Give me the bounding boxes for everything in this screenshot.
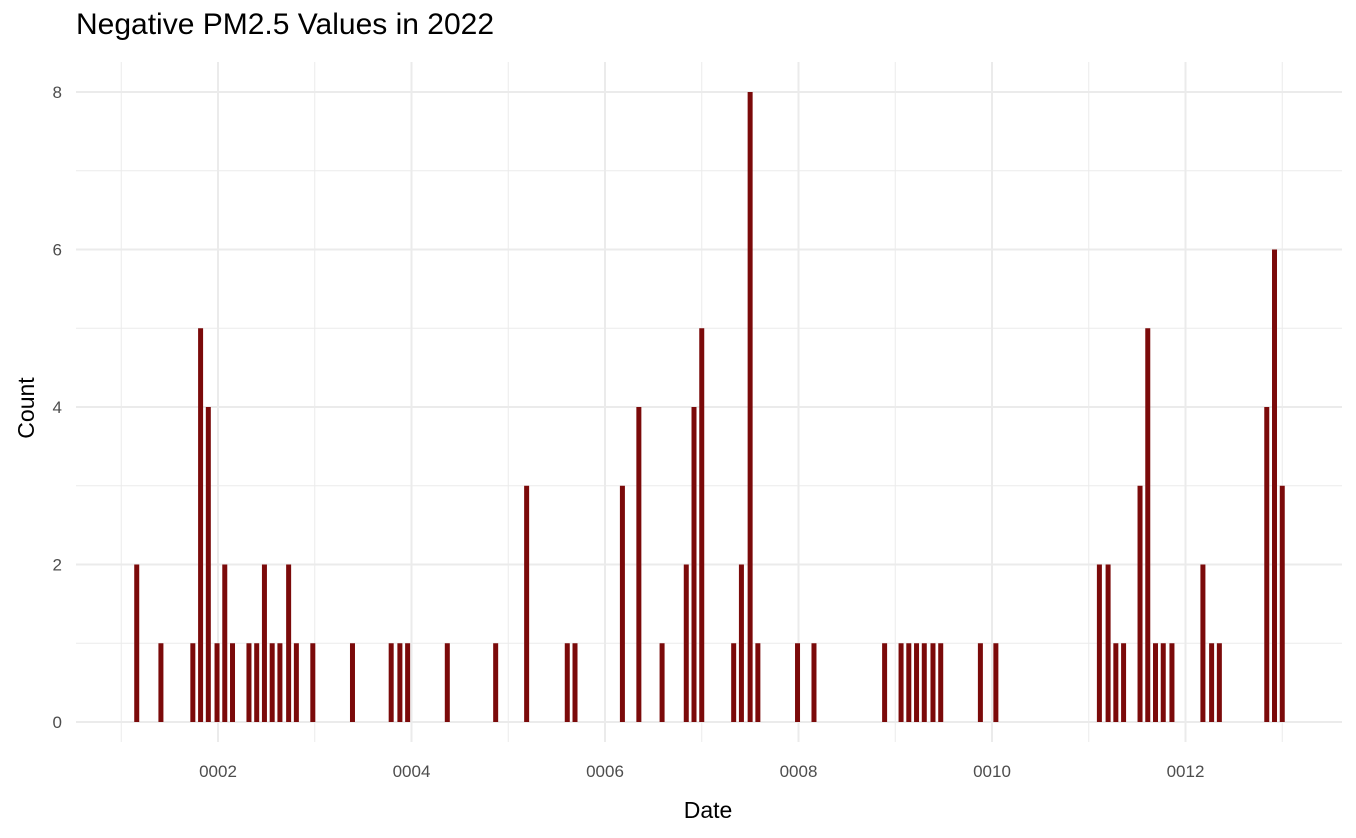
bar bbox=[493, 643, 499, 722]
bar bbox=[1272, 249, 1278, 722]
bar bbox=[261, 564, 267, 722]
bar bbox=[1216, 643, 1222, 722]
x-tick-label: 0008 bbox=[780, 762, 818, 781]
bar bbox=[405, 643, 411, 722]
chart-title: Negative PM2.5 Values in 2022 bbox=[76, 8, 495, 41]
bar bbox=[222, 564, 228, 722]
bar bbox=[293, 643, 299, 722]
bar bbox=[444, 643, 450, 722]
bar bbox=[1209, 643, 1215, 722]
bar bbox=[1153, 643, 1159, 722]
bar bbox=[691, 407, 697, 722]
bar bbox=[1169, 643, 1175, 722]
bars bbox=[134, 92, 1285, 722]
bar bbox=[1264, 407, 1270, 722]
bar bbox=[349, 643, 355, 722]
x-tick-label: 0002 bbox=[199, 762, 237, 781]
bar bbox=[795, 643, 801, 722]
bar bbox=[230, 643, 236, 722]
bar bbox=[564, 643, 570, 722]
bar bbox=[731, 643, 737, 722]
x-tick-label: 0006 bbox=[586, 762, 624, 781]
bar bbox=[1113, 643, 1119, 722]
bar bbox=[1145, 328, 1151, 722]
bar bbox=[619, 485, 625, 722]
bar bbox=[882, 643, 888, 722]
bar bbox=[811, 643, 817, 722]
bar bbox=[572, 643, 578, 722]
y-tick-label: 2 bbox=[53, 556, 62, 575]
bar bbox=[198, 328, 204, 722]
bar bbox=[1200, 564, 1206, 722]
x-tick-label: 0010 bbox=[973, 762, 1011, 781]
x-tick-labels: 0002 0004 0006 0008 0010 0012 bbox=[199, 762, 1204, 781]
bar bbox=[1279, 485, 1285, 722]
bar bbox=[659, 643, 665, 722]
bar bbox=[1105, 564, 1111, 722]
bar bbox=[1096, 564, 1102, 722]
bar bbox=[938, 643, 944, 722]
bar bbox=[269, 643, 275, 722]
y-axis-title: Count bbox=[13, 377, 39, 439]
y-tick-labels: 0 2 4 6 8 bbox=[53, 83, 62, 732]
bar bbox=[755, 643, 761, 722]
bar bbox=[906, 643, 912, 722]
bar bbox=[310, 643, 316, 722]
bar bbox=[397, 643, 403, 722]
x-tick-label: 0004 bbox=[393, 762, 431, 781]
bar bbox=[914, 643, 920, 722]
bar bbox=[277, 643, 283, 722]
bar bbox=[214, 643, 220, 722]
bar bbox=[1137, 485, 1143, 722]
bar bbox=[977, 643, 983, 722]
bar bbox=[747, 92, 753, 722]
bar bbox=[205, 407, 211, 722]
bar bbox=[738, 564, 744, 722]
bar bbox=[993, 643, 999, 722]
bar bbox=[1160, 643, 1166, 722]
bar bbox=[134, 564, 140, 722]
bar bbox=[286, 564, 292, 722]
y-tick-label: 0 bbox=[53, 713, 62, 732]
bar bbox=[636, 407, 642, 722]
bar bbox=[388, 643, 394, 722]
y-tick-label: 8 bbox=[53, 83, 62, 102]
x-axis-title: Date bbox=[684, 797, 733, 823]
bar bbox=[254, 643, 260, 722]
bar bbox=[921, 643, 927, 722]
bar bbox=[898, 643, 904, 722]
bar bbox=[1121, 643, 1127, 722]
bar bbox=[930, 643, 936, 722]
bar bbox=[699, 328, 705, 722]
bar bbox=[524, 485, 530, 722]
y-tick-label: 6 bbox=[53, 241, 62, 260]
bar bbox=[190, 643, 196, 722]
y-tick-label: 4 bbox=[53, 398, 62, 417]
bar bbox=[683, 564, 689, 722]
bar bbox=[158, 643, 164, 722]
bar bbox=[246, 643, 252, 722]
x-tick-label: 0012 bbox=[1167, 762, 1205, 781]
